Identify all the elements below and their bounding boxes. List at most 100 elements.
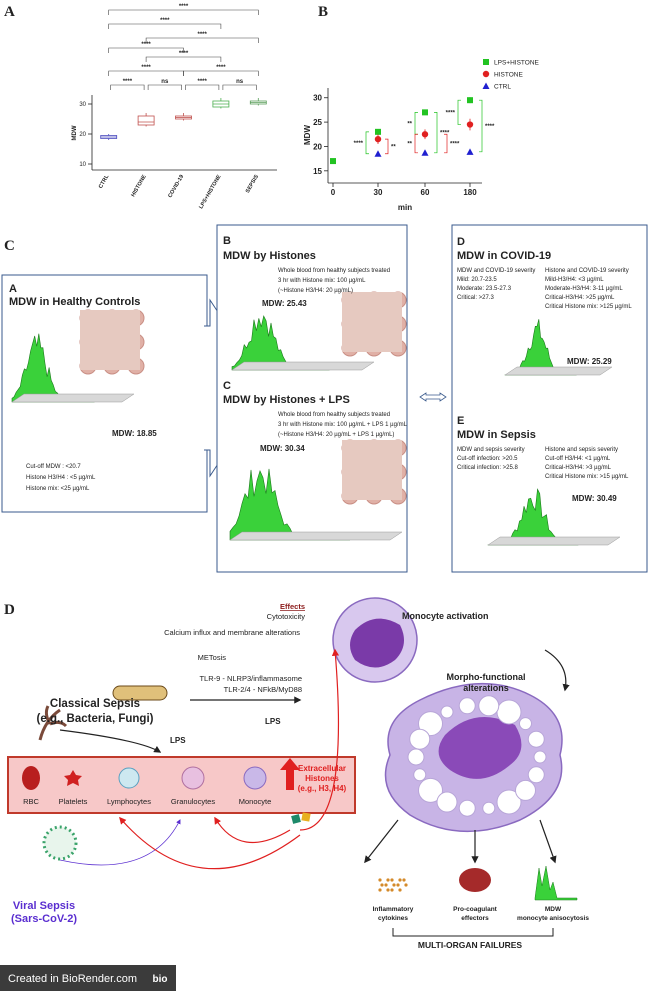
granulocyte-cell — [181, 766, 205, 790]
x-tick-label: 30 — [374, 188, 383, 197]
significance-bracket — [147, 84, 182, 90]
significance-bracket — [108, 9, 259, 15]
lps-label: LPS — [170, 736, 186, 745]
nucleus — [350, 618, 404, 668]
y-tick-label: 15 — [313, 167, 322, 176]
severity-note: Critical-H3/H4: >25 µg/mL — [545, 295, 615, 301]
vacuole — [482, 801, 496, 815]
arrow — [214, 816, 291, 844]
panel-label: B — [318, 4, 328, 20]
cytokine — [380, 883, 384, 887]
point — [467, 97, 473, 104]
significance-bracket — [385, 138, 389, 155]
significance-label: **** — [216, 65, 226, 71]
outcome: effectors — [461, 915, 489, 922]
vacuole — [533, 750, 547, 764]
lymphocyte-cell — [118, 767, 140, 789]
histogram-base — [504, 366, 613, 376]
vacuole — [496, 699, 522, 725]
micrograph — [342, 292, 402, 352]
significance-bracket — [444, 133, 448, 154]
footer-text: Created in BioRender.com — [8, 973, 137, 985]
significance-label: **** — [450, 142, 460, 148]
histone-label: Histones — [305, 774, 339, 783]
description: Whole blood from healthy subjects treate… — [278, 412, 390, 418]
arrow — [299, 648, 340, 831]
panel-label: C — [4, 238, 15, 254]
severity-note: Histone and sepsis severity — [545, 447, 618, 453]
legend-label: CTRL — [494, 84, 511, 91]
heading: (e.g., Bacteria, Fungi) — [37, 713, 154, 725]
effect: TLR-2/4 - NFkB/MyD88 — [224, 685, 302, 694]
subpanel-title: MDW in Sepsis — [457, 429, 536, 441]
cytokine — [378, 888, 382, 892]
micrograph — [342, 440, 402, 500]
vacuole — [418, 777, 444, 803]
cytokine — [396, 883, 400, 887]
point — [422, 109, 428, 116]
vacuole — [409, 728, 431, 750]
significance-bracket — [414, 133, 418, 154]
subpanel-title: MDW in COVID-19 — [457, 250, 551, 262]
mdw-value: MDW: 18.85 — [112, 429, 157, 438]
footer-logo: bio — [153, 974, 168, 985]
micrograph — [80, 310, 140, 370]
histone-label: (e.g., H3, H4) — [298, 784, 347, 793]
cytokine — [402, 878, 406, 882]
severity-note: Critical Histone mix: >125 µg/mL — [545, 304, 632, 310]
panel-box — [451, 224, 648, 573]
x-tick-label: CTRL — [98, 173, 111, 189]
arrow — [59, 819, 181, 866]
cell-label: Platelets — [59, 797, 88, 806]
heading: Monocyte activation — [402, 611, 489, 621]
double-arrow — [419, 392, 447, 402]
cell-label: Granulocytes — [171, 797, 215, 806]
nucleus — [438, 717, 522, 779]
viral-label: (Sars-CoV-2) — [11, 913, 77, 925]
description: Whole blood from healthy subjects treate… — [278, 268, 390, 274]
severity-note: Critical: >27.3 — [457, 295, 495, 301]
histone-icon — [291, 814, 301, 824]
note: Histone H3/H4 : <5 µg/mL — [26, 475, 96, 481]
subpanel-title: MDW in Healthy Controls — [9, 296, 140, 308]
anisocytosis-icon — [534, 865, 578, 901]
histogram-base — [487, 536, 621, 546]
heading: Morpho-functional — [447, 672, 526, 682]
bracket — [392, 928, 554, 937]
arrow — [539, 819, 557, 864]
legend-marker — [482, 70, 490, 78]
note: Cut-off MDW : <20.7 — [26, 464, 81, 470]
legend-marker — [483, 59, 489, 65]
x-tick-label: COVID-19 — [167, 174, 185, 199]
cytokine — [404, 883, 408, 887]
significance-label: ns — [236, 79, 244, 85]
point — [374, 150, 382, 157]
legend-marker — [482, 82, 490, 89]
significance-bracket — [414, 112, 418, 135]
virus — [42, 825, 78, 861]
cytokine — [398, 888, 402, 892]
vacuole — [527, 730, 545, 748]
clot — [459, 868, 491, 892]
arrow — [364, 819, 399, 864]
y-axis-label: MDW — [72, 125, 78, 140]
severity-note: Cut-off H3/H4: <1 µg/mL — [545, 456, 611, 462]
up-arrow — [280, 758, 300, 790]
subpanel-label: B — [223, 235, 231, 247]
vacuole — [458, 799, 476, 817]
outcome: cytokines — [378, 915, 408, 922]
heading: alterations — [463, 683, 509, 693]
vacuole — [418, 711, 444, 737]
legend-label: HISTONE — [494, 72, 523, 79]
x-tick-label: 0 — [331, 188, 336, 197]
effect: Calcium influx and membrane alterations — [164, 628, 300, 637]
heading: Classical Sepsis — [50, 698, 140, 710]
point — [466, 121, 474, 128]
bacteria — [112, 685, 168, 701]
severity-note: Mild: 20.7-23.5 — [457, 277, 497, 283]
cytokine — [384, 883, 388, 887]
histogram-base — [11, 393, 135, 403]
significance-bracket — [479, 99, 483, 153]
vacuole — [413, 768, 427, 782]
